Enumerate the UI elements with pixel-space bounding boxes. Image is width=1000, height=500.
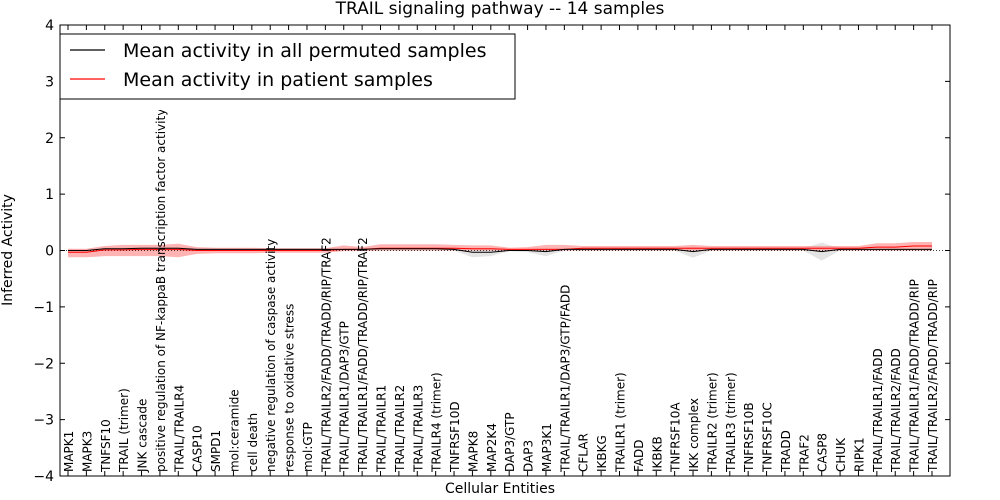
x-axis-label: Cellular Entities — [445, 481, 555, 497]
x-tick-label: IKK complex — [687, 398, 701, 472]
x-tick-label: MAPK3 — [80, 431, 94, 472]
x-tick-label: TRAILR1 (trimer) — [613, 372, 627, 473]
y-tick-label: −4 — [33, 469, 54, 485]
y-tick-label: 2 — [45, 131, 54, 147]
x-tick-label: DAP3/GTP — [503, 412, 517, 472]
x-tick-label: TRAIL/TRAILR2/FADD/TRADD/RIP — [926, 279, 940, 473]
legend-label-permuted: Mean activity in all permuted samples — [123, 40, 486, 62]
y-tick-label: 0 — [45, 244, 54, 260]
legend: Mean activity in all permuted samples Me… — [59, 33, 516, 100]
y-tick-label: 1 — [45, 187, 54, 203]
x-tick-label: MAPK1 — [62, 431, 76, 472]
x-axis: MAPK1 MAPK3 TNFSF10 TRAIL (trimer) JNK casca… — [62, 25, 940, 476]
x-tick-label: TNFRSF10A — [669, 402, 683, 473]
x-tick-label: TNFRSF10C — [761, 402, 775, 473]
x-tick-label: TRAIL/TRAILR1/FADD/TRADD/RIP — [908, 279, 922, 473]
x-tick-label: TRAIL/TRAILR2/FADD/TRADD/RIP/TRAF2 — [319, 237, 333, 473]
x-tick-label: TRAIL/TRAILR1/DAP3/GTP — [338, 321, 352, 473]
x-tick-label: TRAIL/TRAILR1 — [375, 385, 389, 473]
x-tick-label: MAP2K4 — [485, 423, 499, 472]
x-tick-label: mol:ceramide — [227, 389, 241, 472]
x-tick-label: TRAILR2 (trimer) — [705, 372, 719, 473]
y-axis-label: Inferred Activity — [0, 194, 16, 306]
x-tick-label: TNFSF10 — [99, 419, 113, 473]
x-tick-label: negative regulation of caspase activity — [264, 239, 278, 472]
x-tick-label: TNFRSF10D — [448, 401, 462, 473]
x-tick-label: TRAIL (trimer) — [117, 388, 131, 473]
y-tick-label: −2 — [33, 356, 54, 372]
x-tick-label: TRAF2 — [797, 434, 811, 473]
x-tick-label: TRAIL/TRAILR1/FADD/TRADD/RIP/TRAF2 — [356, 237, 370, 473]
x-tick-labels: MAPK1 MAPK3 TNFSF10 TRAIL (trimer) JNK casca… — [62, 109, 940, 473]
x-tick-label: MAP3K1 — [540, 423, 554, 472]
x-tick-label: JNK cascade — [136, 399, 150, 473]
lines-layer — [60, 245, 950, 253]
y-tick-label: −1 — [33, 300, 54, 316]
x-tick-label: SMPD1 — [209, 430, 223, 472]
y-axis: −4 −3 −2 −1 0 1 2 3 4 — [33, 18, 950, 485]
y-tick-label: −3 — [33, 413, 54, 429]
x-tick-label: RIPK1 — [852, 437, 866, 472]
x-tick-label: TRAIL/TRAILR2 — [393, 385, 407, 473]
x-tick-label: TRAIL/TRAILR4 — [172, 385, 186, 473]
y-tick-label: 4 — [45, 18, 54, 34]
x-tick-label: TRAIL/TRAILR1/FADD — [871, 348, 885, 473]
x-tick-label: positive regulation of NF-kappaB transcr… — [154, 109, 168, 472]
x-tick-label: TNFRSF10B — [742, 402, 756, 473]
x-tick-label: TRADD — [779, 430, 793, 473]
x-tick-label: TRAIL/TRAILR3 — [411, 385, 425, 473]
x-tick-label: CFLAR — [577, 433, 591, 472]
legend-label-patient: Mean activity in patient samples — [123, 69, 433, 91]
x-tick-label: IKBKB — [650, 436, 664, 472]
x-tick-label: mol:GTP — [301, 422, 315, 472]
x-tick-label: FADD — [632, 440, 646, 473]
x-tick-label: cell death — [246, 413, 260, 472]
band-patient — [68, 242, 932, 258]
x-tick-label: TRAIL/TRAILR1/DAP3/GTP/FADD — [558, 285, 572, 473]
x-tick-label: CASP8 — [816, 433, 830, 472]
x-tick-label: DAP3 — [522, 440, 536, 472]
legend-box — [59, 33, 516, 100]
chart-title: TRAIL signaling pathway -- 14 samples — [335, 0, 665, 19]
x-tick-label: response to oxidative stress — [283, 304, 297, 472]
series-line-permuted — [68, 247, 932, 253]
x-tick-label: TRAILR4 (trimer) — [430, 372, 444, 473]
y-tick-label: 3 — [45, 74, 54, 90]
x-tick-label: CASP10 — [191, 425, 205, 472]
series-line-patient — [68, 245, 932, 253]
x-tick-label: IKBKG — [595, 435, 609, 472]
x-tick-label: CHUK — [834, 437, 848, 472]
x-tick-label: TRAIL/TRAILR2/FADD — [889, 348, 903, 473]
x-tick-label: TRAILR3 (trimer) — [724, 372, 738, 473]
x-tick-label: MAPK8 — [466, 431, 480, 472]
